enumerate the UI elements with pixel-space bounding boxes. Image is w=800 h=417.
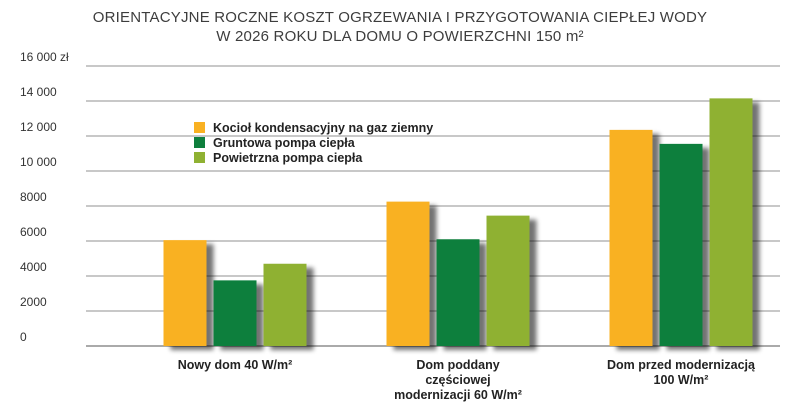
- legend: Kocioł kondensacyjny na gaz ziemnyGrunto…: [194, 121, 433, 165]
- y-tick-label: 2000: [20, 295, 47, 309]
- y-tick-label: 4000: [20, 260, 47, 274]
- x-axis: Nowy dom 40 W/m² Dom poddany częściowej mod…: [178, 358, 756, 402]
- bar: [163, 240, 207, 346]
- x-category-label-line: częściowej: [425, 373, 490, 387]
- y-tick-label: 8000: [20, 190, 47, 204]
- legend-swatch: [194, 137, 205, 148]
- bar: [213, 280, 257, 346]
- y-tick-label: 0: [20, 330, 27, 344]
- legend-label: Powietrzna pompa ciepła: [213, 151, 363, 165]
- bar: [386, 201, 430, 346]
- y-axis: 0 2000 4000 6000 8000 10 000 12 000 14 000 16 00…: [20, 50, 69, 344]
- bar: [486, 215, 530, 346]
- x-category-label-line: Dom poddany: [416, 358, 499, 372]
- bar: [263, 263, 307, 346]
- legend-label: Kocioł kondensacyjny na gaz ziemny: [213, 121, 433, 135]
- x-category-label: Dom poddany częściowej modernizacji 60 W/m…: [394, 358, 522, 402]
- x-category-label: Dom przed modernizacją 100 W/m²: [607, 358, 756, 387]
- y-tick-label: 16 000 zł: [20, 50, 69, 64]
- x-category-label: Nowy dom 40 W/m²: [178, 358, 293, 372]
- chart-title-line-2: W 2026 ROKU DLA DOMU O POWIERZCHNI 150 m…: [216, 28, 584, 45]
- bar: [609, 129, 653, 346]
- bar: [709, 98, 753, 346]
- legend-swatch: [194, 122, 205, 133]
- chart-title: ORIENTACYJNE ROCZNE KOSZT OGRZEWANIA I P…: [0, 8, 800, 46]
- y-tick-label: 14 000: [20, 85, 57, 99]
- x-category-label-line: 100 W/m²: [654, 373, 709, 387]
- y-tick-label: 6000: [20, 225, 47, 239]
- bar: [659, 143, 703, 346]
- bars: [163, 98, 753, 346]
- y-tick-label: 12 000: [20, 120, 57, 134]
- x-category-label-line: modernizacji 60 W/m²: [394, 388, 522, 402]
- legend-swatch: [194, 152, 205, 163]
- y-tick-label: 10 000: [20, 155, 57, 169]
- x-category-label-line: Dom przed modernizacją: [607, 358, 756, 372]
- legend-label: Gruntowa pompa ciepła: [213, 136, 356, 150]
- bar: [436, 239, 480, 346]
- x-category-label-line: Nowy dom 40 W/m²: [178, 358, 293, 372]
- chart-title-line-1: ORIENTACYJNE ROCZNE KOSZT OGRZEWANIA I P…: [92, 9, 708, 26]
